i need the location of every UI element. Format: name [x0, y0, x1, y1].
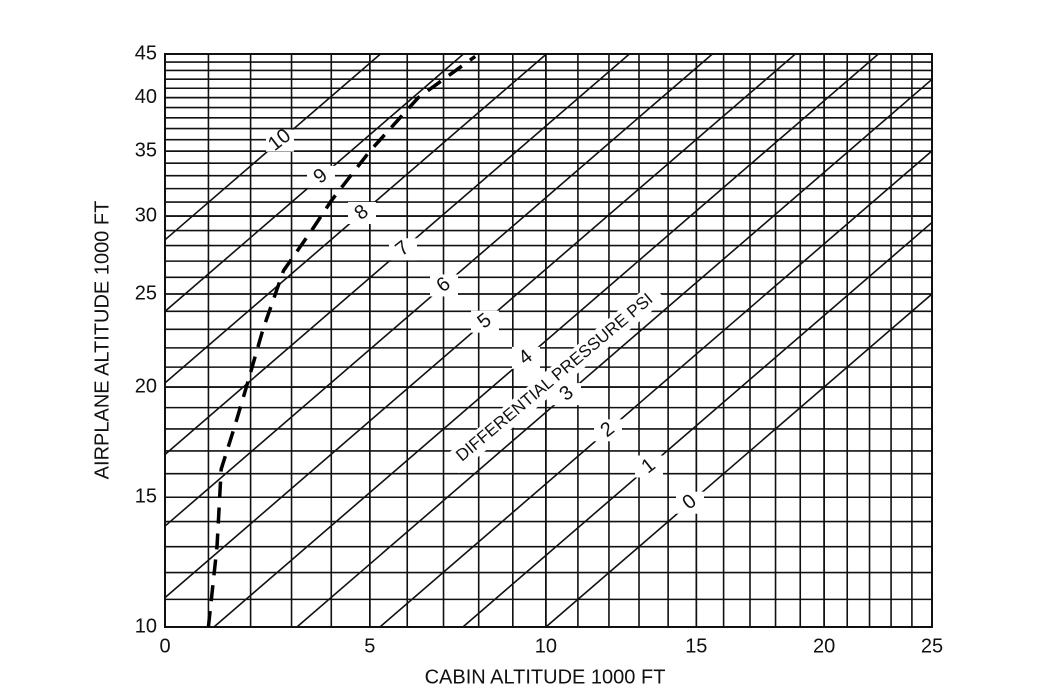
- label-bg: [348, 202, 376, 225]
- pressure-line: [379, 150, 933, 628]
- label-bg: [512, 346, 540, 369]
- label-bg: [676, 491, 704, 514]
- label-bg: [430, 274, 458, 297]
- y-tick-label: 25: [135, 282, 157, 304]
- x-tick-label: 5: [364, 635, 375, 657]
- label-bg: [635, 455, 663, 478]
- pressure-line: [213, 53, 879, 628]
- plot-frame: [164, 53, 933, 628]
- y-tick-label: 10: [135, 615, 157, 637]
- pressure-line: [462, 221, 933, 628]
- x-tick-label: 25: [921, 635, 943, 657]
- label-bg: [266, 129, 294, 152]
- y-tick-label: 35: [135, 139, 157, 161]
- y-tick-label: 30: [135, 204, 157, 226]
- x-tick-label: 20: [813, 635, 835, 657]
- annotation-bg: [444, 282, 666, 474]
- y-tick-label: 20: [135, 375, 157, 397]
- x-tick-label: 0: [159, 635, 170, 657]
- x-axis-label: CABIN ALTITUDE 1000 FT: [425, 666, 666, 688]
- x-tick-label: 10: [535, 635, 557, 657]
- series-line: [206, 54, 477, 628]
- label-bg: [389, 238, 417, 261]
- x-tick-label: 15: [685, 635, 707, 657]
- y-tick-label: 40: [135, 86, 157, 108]
- grid: [164, 53, 933, 628]
- label-bg: [471, 310, 499, 333]
- y-tick-label: 15: [135, 486, 157, 508]
- label-bg: [594, 419, 622, 442]
- y-tick-label: 45: [135, 42, 157, 64]
- y-axis-label: AIRPLANE ALTITUDE 1000 FT: [91, 201, 113, 480]
- label-bg: [307, 165, 335, 188]
- pressure-line: [545, 293, 933, 628]
- label-bg: [553, 383, 581, 406]
- pressure-line: [296, 78, 933, 628]
